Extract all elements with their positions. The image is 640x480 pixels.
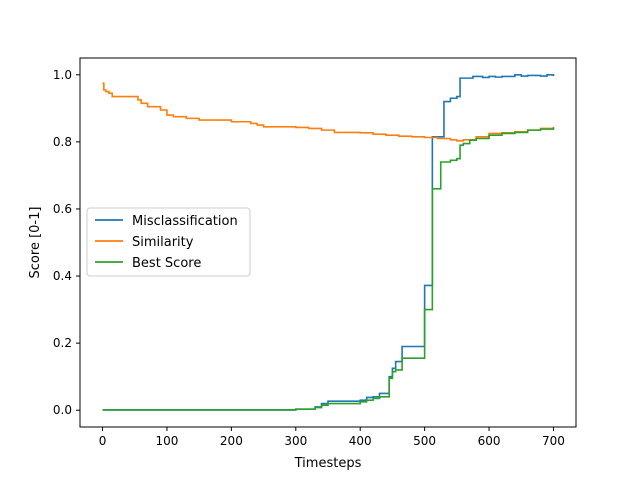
legend-entry: Best Score <box>132 256 201 271</box>
x-tick-label: 100 <box>156 434 179 448</box>
x-tick-label: 200 <box>220 434 243 448</box>
x-tick-label: 600 <box>478 434 501 448</box>
x-tick-label: 400 <box>349 434 372 448</box>
legend-box <box>86 207 251 277</box>
x-tick-label: 700 <box>542 434 565 448</box>
y-tick-label: 0.6 <box>53 202 72 216</box>
plot-lines <box>102 73 555 411</box>
x-tick-label: 300 <box>284 434 307 448</box>
y-tick-label: 0.4 <box>53 269 72 283</box>
x-tick-label: 0 <box>99 434 107 448</box>
series-line-1 <box>102 82 555 142</box>
x-axis-ticks: 0 100 200 300 400 500 600 700 <box>99 427 565 448</box>
legend-entry: Misclassification <box>132 214 238 229</box>
y-tick-label: 1.0 <box>53 68 72 82</box>
y-tick-label: 0.2 <box>53 336 72 350</box>
series-line-2 <box>102 127 555 411</box>
legend-entry: Similarity <box>132 235 194 250</box>
y-axis-ticks: 0.0 0.2 0.4 0.6 0.8 1.0 <box>53 68 80 417</box>
y-tick-label: 0.0 <box>53 403 72 417</box>
legend: Misclassification Similarity Best Score <box>86 207 251 277</box>
x-axis-title: Timesteps <box>294 456 362 471</box>
plot-frame <box>79 57 577 428</box>
y-axis-title: Score [0-1] <box>28 207 43 279</box>
x-tick-label: 500 <box>413 434 436 448</box>
y-tick-label: 0.8 <box>53 135 72 149</box>
